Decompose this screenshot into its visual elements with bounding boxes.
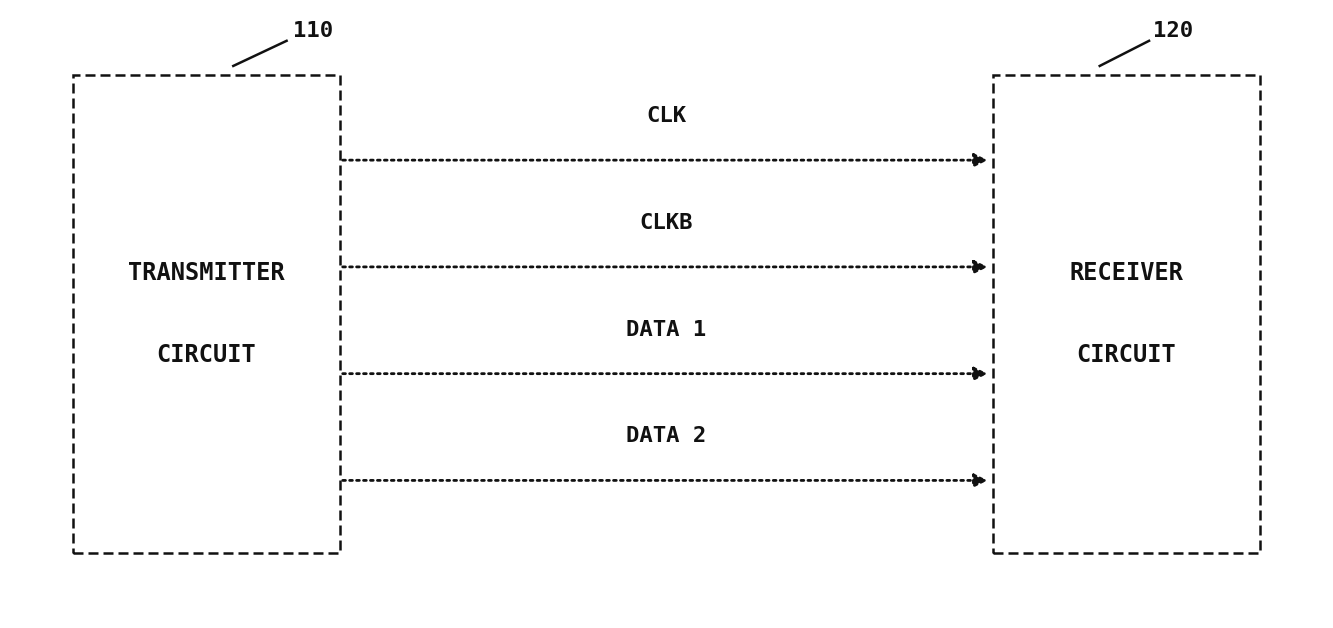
Text: CIRCUIT: CIRCUIT xyxy=(1077,343,1176,367)
Text: CIRCUIT: CIRCUIT xyxy=(157,343,256,367)
Text: DATA 2: DATA 2 xyxy=(627,426,706,447)
Text: DATA 1: DATA 1 xyxy=(627,320,706,340)
Bar xyxy=(993,75,1260,553)
Text: 110: 110 xyxy=(293,21,333,41)
Text: 120: 120 xyxy=(1153,21,1193,41)
Text: CLKB: CLKB xyxy=(640,213,693,233)
Text: CLK: CLK xyxy=(647,106,686,126)
Bar xyxy=(73,75,340,553)
Text: TRANSMITTER: TRANSMITTER xyxy=(128,261,285,285)
Text: RECEIVER: RECEIVER xyxy=(1069,261,1184,285)
